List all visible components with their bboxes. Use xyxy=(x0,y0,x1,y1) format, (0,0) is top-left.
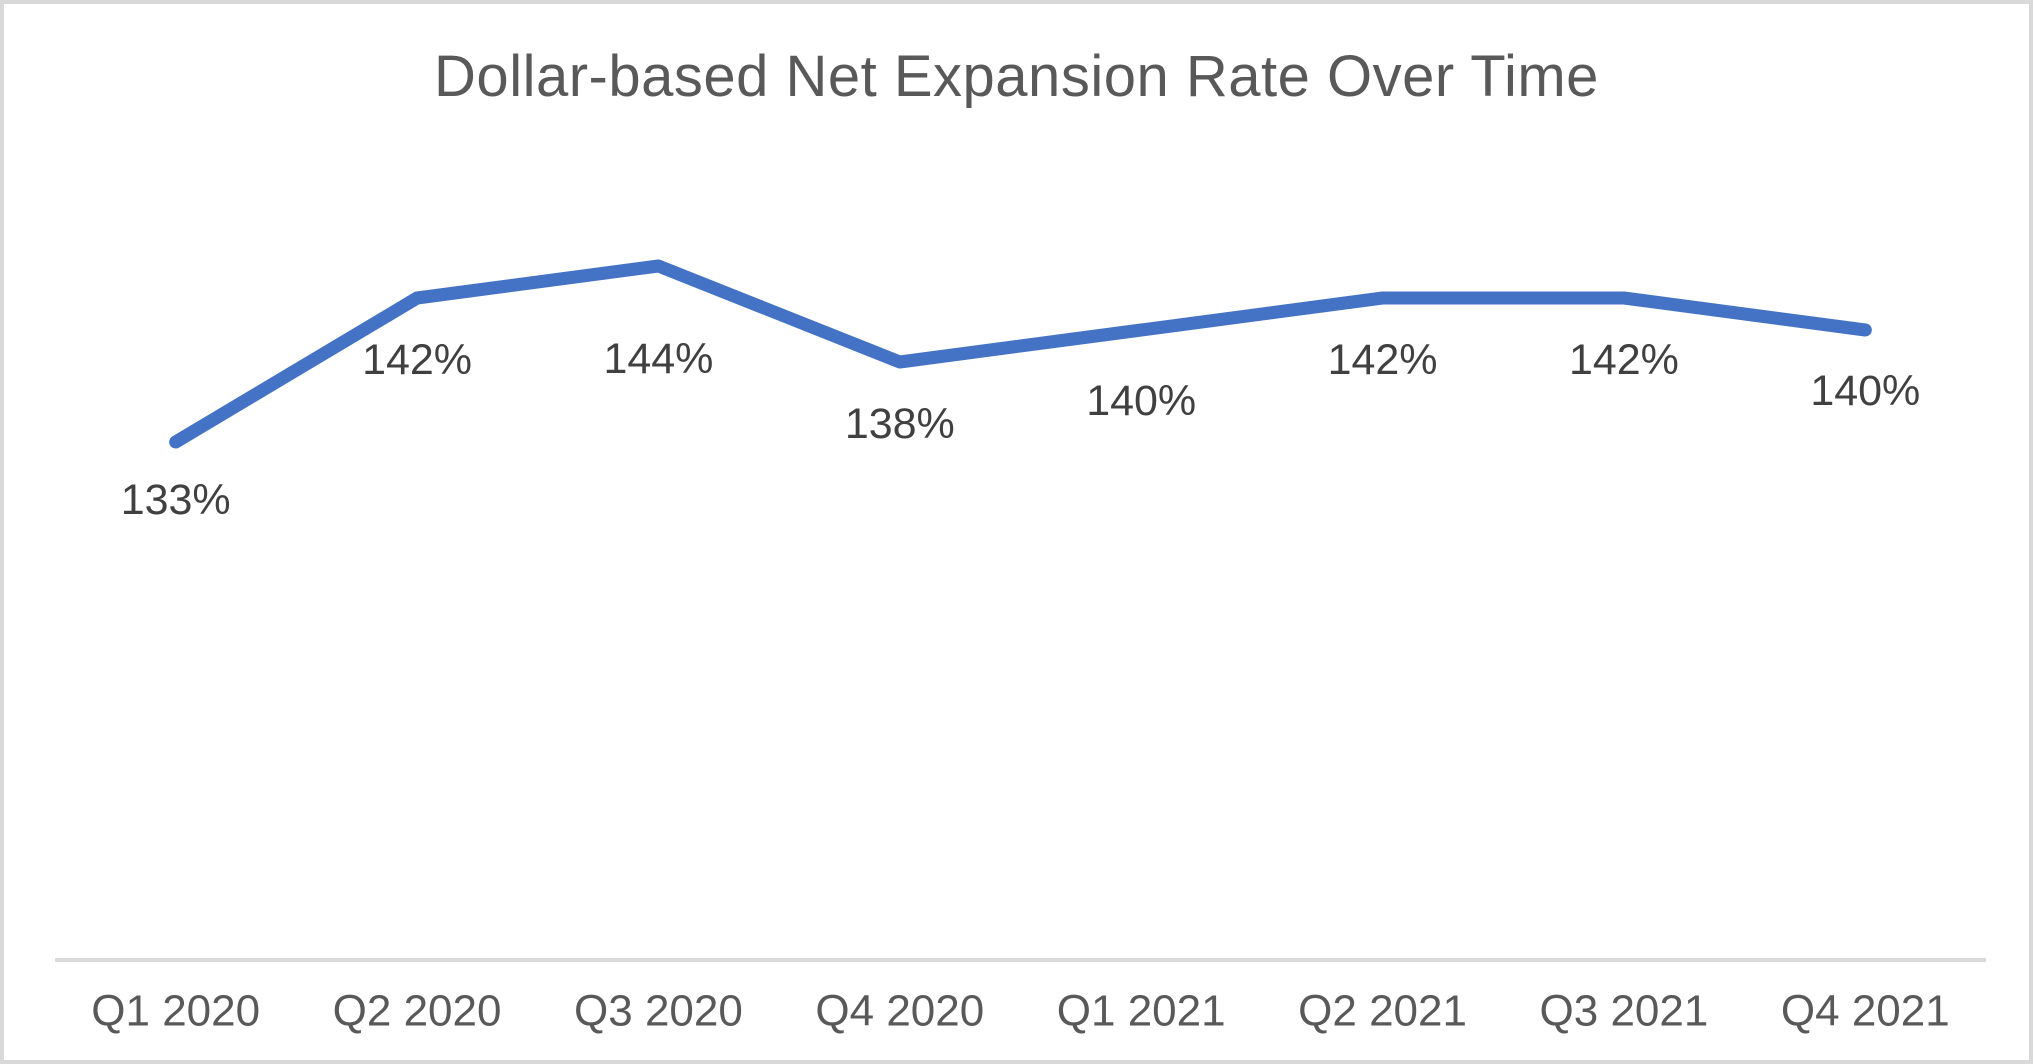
data-label: 144% xyxy=(603,335,713,383)
chart-title: Dollar-based Net Expansion Rate Over Tim… xyxy=(434,44,1599,109)
data-label: 140% xyxy=(1810,367,1920,415)
line-chart: 133% 142% 144% 138% 140% 142% 142% 140% Q1 2020 Q… xyxy=(55,259,1986,1036)
data-label: 142% xyxy=(1328,336,1438,384)
data-label: 140% xyxy=(1086,377,1196,425)
x-axis-tick-label: Q2 2021 xyxy=(1298,987,1467,1036)
data-label: 133% xyxy=(121,476,231,524)
x-axis-tick-label: Q4 2021 xyxy=(1781,987,1950,1036)
x-axis-tick-label: Q3 2020 xyxy=(574,987,743,1036)
x-axis-tick-label: Q1 2020 xyxy=(91,987,260,1036)
data-label: 138% xyxy=(845,400,955,448)
data-label: 142% xyxy=(362,336,472,384)
x-axis-tick-label: Q3 2021 xyxy=(1540,987,1709,1036)
x-axis-tick-label: Q2 2020 xyxy=(333,987,502,1036)
series-line xyxy=(169,259,1872,449)
data-label: 142% xyxy=(1569,336,1679,384)
x-axis-tick-label: Q1 2021 xyxy=(1057,987,1226,1036)
x-axis-tick-label: Q4 2020 xyxy=(815,987,984,1036)
